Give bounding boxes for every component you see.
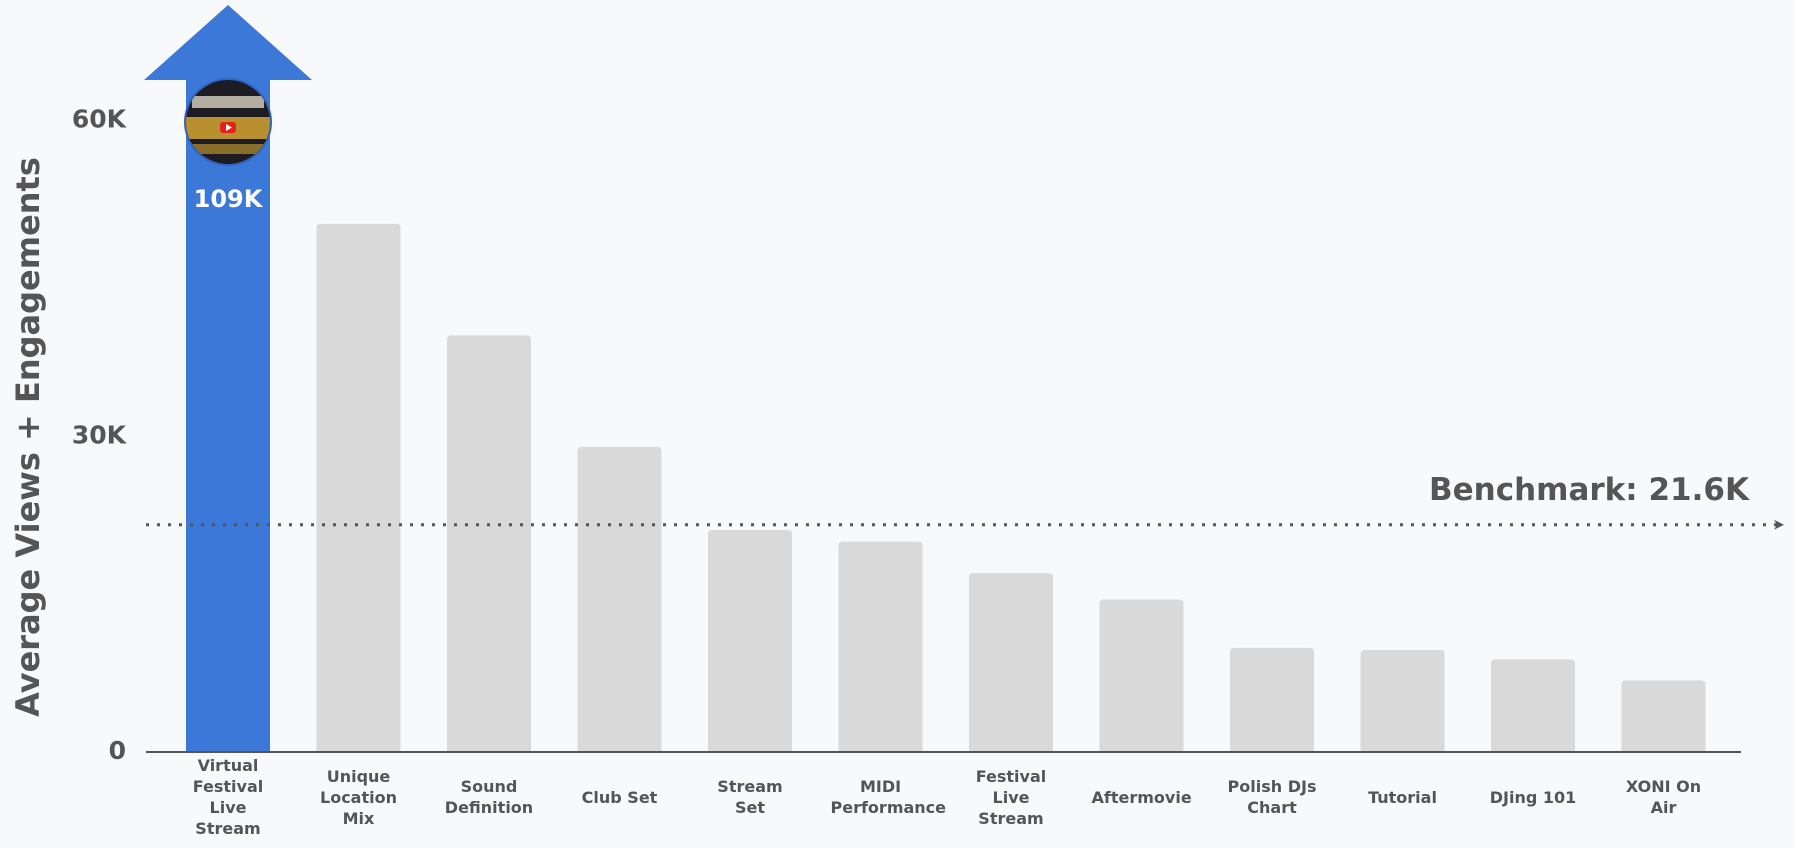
bar (447, 335, 531, 752)
thumbnail (184, 78, 272, 166)
x-tick-label: MIDI Performance (830, 777, 947, 817)
y-tick-label: 60K (72, 105, 128, 134)
bar (1491, 659, 1575, 752)
bar (1099, 599, 1184, 752)
bar (577, 446, 662, 752)
bar (1621, 680, 1706, 752)
x-tick-label: Tutorial (1368, 787, 1437, 807)
x-tick-label: DJing 101 (1489, 787, 1577, 807)
bar (708, 530, 792, 752)
y-tick-label: 30K (72, 420, 128, 449)
x-tick-label: Sound Definition (444, 777, 534, 817)
value-label: 109K (194, 185, 264, 213)
x-tick-label: Virtual Festival Live Stream (192, 756, 264, 838)
thumbnail-band (186, 144, 270, 154)
bar (316, 223, 401, 753)
y-tick-label: 0 (109, 736, 126, 765)
x-tick-label: Unique Location Mix (320, 766, 397, 828)
y-axis-title: Average Views + Engagements (9, 157, 47, 717)
bar (144, 5, 312, 752)
bar (969, 573, 1053, 752)
bar (838, 541, 923, 752)
bar (1230, 647, 1314, 752)
x-tick-label: Festival Live Stream (975, 766, 1047, 828)
benchmark-label: Benchmark: 21.6K (1429, 472, 1750, 508)
thumbnail-band (192, 96, 264, 108)
x-tick-label: Aftermovie (1091, 787, 1192, 807)
x-tick-label: XONI On Air (1625, 777, 1702, 817)
x-tick-label: Polish DJs Chart (1227, 777, 1317, 817)
x-tick-label: Club Set (581, 787, 658, 807)
bar (1360, 649, 1445, 752)
x-tick-label: Stream Set (717, 777, 783, 817)
play-icon (226, 124, 232, 131)
